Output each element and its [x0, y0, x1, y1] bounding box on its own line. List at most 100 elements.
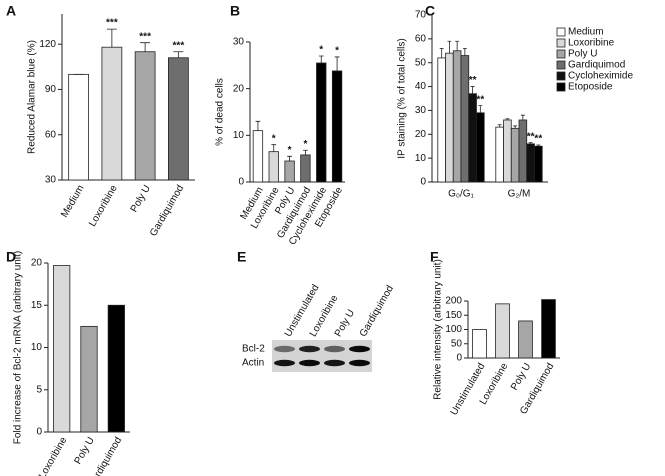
lane-label: Poly U: [333, 308, 357, 339]
bar: [284, 160, 295, 183]
annotation: ***: [173, 40, 185, 51]
x-tick-label: Unstimulated: [449, 361, 488, 417]
annotation: *: [288, 145, 292, 156]
legend-swatch: [556, 71, 566, 81]
y-tick-label: 50: [451, 338, 463, 349]
bar: [495, 126, 504, 183]
band: [349, 345, 370, 353]
bar: [167, 57, 189, 181]
error-bar: [255, 120, 261, 131]
panel-letter: D: [6, 249, 16, 265]
annotation: **: [469, 75, 477, 86]
bar: [518, 119, 528, 183]
bar: [476, 112, 485, 183]
y-tick-label: 20: [31, 258, 43, 269]
bar: [518, 320, 533, 359]
y-tick-label: 60: [415, 33, 427, 44]
error-bar: [470, 86, 475, 94]
error-bar: [505, 118, 510, 120]
band: [324, 359, 345, 367]
bar: [437, 57, 446, 183]
y-axis-title: % of dead cells: [215, 78, 226, 146]
bar: [452, 50, 462, 183]
y-tick-label: 100: [445, 324, 462, 335]
legend-swatch: [556, 60, 566, 70]
x-tick-label: Loxoribine: [87, 183, 120, 229]
y-axis-title: Fold increase of Bcl-2 mRNA (arbitrary u…: [13, 251, 24, 444]
x-tick-label: Loxoribine: [37, 435, 70, 476]
bar: [495, 303, 510, 359]
y-tick-label: 30: [45, 175, 57, 186]
y-tick-label: 60: [45, 129, 57, 140]
x-tick-label: Poly U: [129, 183, 153, 214]
annotation: ***: [106, 18, 118, 29]
bar: [68, 73, 90, 181]
error-bar: [528, 142, 533, 144]
bar: [300, 154, 311, 183]
band: [324, 345, 345, 353]
bar: [268, 151, 279, 183]
bar: [541, 299, 556, 359]
legend-label: Gardiquimod: [568, 60, 625, 71]
y-tick-label: 120: [39, 39, 56, 50]
y-tick-label: 5: [36, 384, 42, 395]
bar: [510, 127, 520, 183]
annotation: **: [476, 94, 484, 105]
error-bar: [287, 155, 292, 161]
panel-letter: B: [230, 3, 240, 19]
x-tick-label: Poly U: [73, 435, 97, 466]
y-tick-label: 0: [238, 177, 244, 188]
y-tick-label: 30: [233, 37, 245, 48]
bar: [460, 55, 470, 183]
error-bar: [497, 124, 502, 128]
y-axis-title: IP staining (% of total cells): [397, 38, 408, 158]
error-bar: [140, 42, 151, 52]
bar: [80, 325, 98, 433]
annotation: *: [272, 133, 276, 144]
row-label: Actin: [242, 358, 264, 369]
panel-letter: F: [430, 249, 439, 265]
band: [299, 345, 320, 353]
y-tick-label: 0: [456, 353, 462, 364]
bar: [472, 329, 487, 359]
annotation: *: [303, 139, 307, 150]
bar: [503, 119, 512, 183]
error-bar: [173, 51, 184, 58]
bar: [316, 62, 327, 183]
bar: [252, 130, 264, 183]
legend-swatch: [556, 49, 566, 59]
legend-swatch: [556, 38, 566, 48]
legend-label: Medium: [568, 27, 604, 38]
annotation: **: [534, 134, 542, 145]
error-bar: [318, 55, 324, 63]
y-tick-label: 150: [445, 310, 462, 321]
y-tick-label: 0: [420, 177, 426, 188]
error-bar: [513, 125, 518, 129]
error-bar: [462, 48, 467, 56]
y-tick-label: 20: [233, 83, 245, 94]
legend-label: Etoposide: [568, 82, 613, 93]
bar: [107, 304, 125, 433]
band: [299, 359, 320, 367]
error-bar: [106, 28, 117, 48]
error-bar: [520, 114, 525, 120]
bar: [526, 143, 535, 183]
legend-label: Loxoribine: [568, 38, 615, 49]
error-bar: [334, 56, 340, 71]
y-tick-label: 10: [31, 342, 43, 353]
annotation: **: [527, 131, 535, 142]
error-bar: [439, 48, 444, 58]
row-label: Bcl-2: [242, 344, 265, 355]
y-tick-label: 50: [415, 57, 427, 68]
y-tick-label: 40: [415, 81, 427, 92]
y-tick-label: 15: [31, 300, 43, 311]
y-tick-label: 90: [45, 84, 57, 95]
bar: [534, 145, 543, 183]
error-bar: [271, 144, 277, 152]
annotation: ***: [139, 31, 151, 42]
y-tick-label: 20: [415, 129, 427, 140]
panel-letter: A: [6, 3, 16, 19]
x-tick-label: Medium: [59, 183, 86, 219]
error-bar: [478, 105, 483, 113]
